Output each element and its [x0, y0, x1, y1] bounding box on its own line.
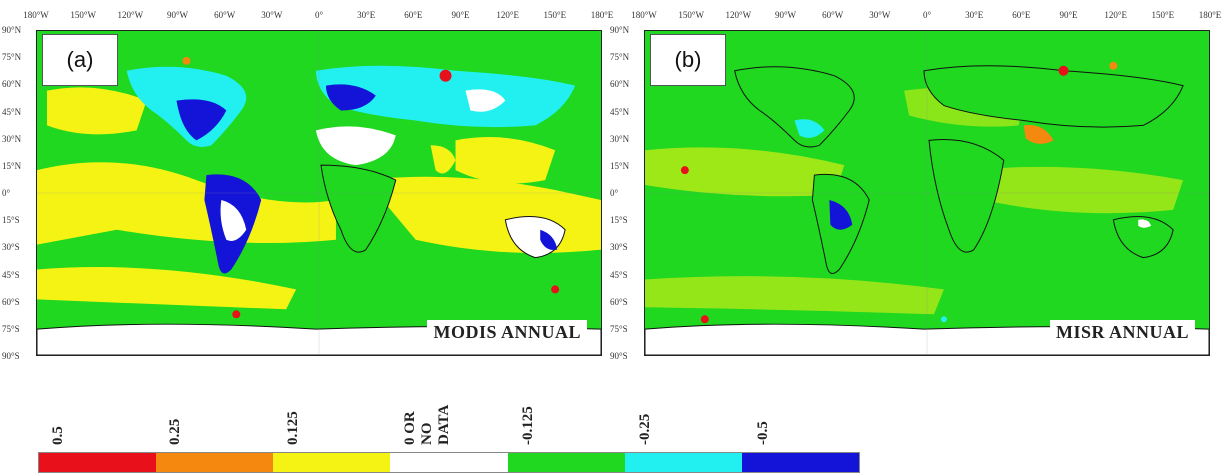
misr-map-image	[645, 31, 1209, 355]
colorbar-label: DATA	[436, 404, 453, 445]
map-title: MODIS ANNUAL	[427, 320, 587, 345]
panel-modis: 180°W 150°W 120°W 90°W 60°W 30°W 0° 30°E 60°E 90°…	[0, 10, 613, 361]
colorbar-label: -0.5	[754, 421, 771, 445]
modis-map-image	[37, 31, 601, 355]
latitude-label: 60°S	[610, 296, 628, 307]
longitude-label: 180°E	[590, 10, 614, 20]
latitude-label: 60°N	[610, 79, 630, 90]
longitude-label: 60°E	[404, 10, 423, 20]
colorbar-swatch	[624, 453, 742, 472]
longitude-label: 150°W	[70, 10, 96, 20]
longitude-label: 30°E	[357, 10, 376, 20]
latitude-label: 75°N	[610, 52, 630, 63]
colorbar-swatch	[741, 453, 859, 472]
latitude-label: 15°N	[2, 160, 22, 171]
modis-map: MODIS ANNUAL	[36, 30, 602, 356]
colorbar-label: 0.5	[50, 426, 66, 445]
latitude-label: 30°S	[2, 242, 20, 253]
longitude-label: 120°W	[725, 10, 752, 20]
longitude-label: 60°W	[822, 10, 844, 20]
longitude-label: 120°E	[1104, 10, 1127, 20]
colorbar-swatch	[156, 453, 274, 472]
colorbar-swatch	[39, 453, 157, 472]
longitude-label: 150°E	[543, 10, 567, 20]
longitude-label: 90°W	[774, 10, 797, 20]
misr-map: MISR ANNUAL	[644, 30, 1210, 356]
latitude-label: 45°N	[2, 106, 22, 117]
longitude-label: 30°W	[261, 10, 283, 20]
panel-misr: 180°W 150°W 120°W 90°W 60°W 30°W 0° 30°E 60°E 90°…	[608, 10, 1221, 361]
latitude-label: 30°S	[610, 242, 628, 253]
latitude-label: 0°	[610, 188, 619, 198]
longitude-label: 0°	[314, 10, 324, 20]
latitude-label: 90°N	[610, 25, 630, 35]
longitude-label: 180°W	[631, 10, 657, 20]
latitude-label: 90°S	[2, 351, 20, 361]
longitude-label: 150°W	[678, 10, 704, 20]
latitude-label: 30°N	[2, 133, 22, 144]
colorbar-swatch	[273, 453, 391, 472]
latitude-label: 75°N	[2, 52, 22, 63]
colorbar-label: 0.125	[284, 411, 301, 445]
latitude-label: 75°S	[2, 323, 20, 334]
colorbar-label: 0 OR	[402, 411, 419, 445]
longitude-label: 120°W	[117, 10, 144, 20]
latitude-label: 45°S	[610, 269, 628, 280]
latitude-label: 60°S	[2, 296, 20, 307]
colorbar-label: NO	[419, 422, 436, 446]
longitude-label: 180°W	[23, 10, 49, 20]
latitude-label: 90°N	[2, 25, 22, 35]
panel-label: (a)	[42, 34, 118, 86]
latitude-label: 15°S	[610, 215, 628, 226]
latitude-label: 90°S	[610, 351, 628, 361]
longitude-label: 60°E	[1012, 10, 1031, 20]
latitude-label: 60°N	[2, 79, 22, 90]
colorbar-label: 0.25	[167, 418, 184, 445]
colorbar-swatch	[390, 453, 508, 472]
longitude-label: 120°E	[496, 10, 519, 20]
latitude-label: 15°N	[610, 160, 630, 171]
longitude-label: 150°E	[1151, 10, 1175, 20]
longitude-label: 0°	[922, 10, 932, 20]
colorbar-swatch	[507, 453, 625, 472]
latitude-label: 30°N	[610, 133, 630, 144]
longitude-label: 90°E	[451, 10, 470, 20]
colorbar-label: -0.125	[519, 406, 536, 445]
longitude-label: 60°W	[214, 10, 236, 20]
longitude-label: 180°E	[1198, 10, 1222, 20]
latitude-label: 75°S	[610, 323, 628, 334]
latitude-label: 0°	[2, 188, 11, 198]
latitude-label: 15°S	[2, 215, 20, 226]
colorbar-label: -0.25	[637, 413, 654, 445]
map-title: MISR ANNUAL	[1049, 320, 1195, 345]
panel-label: (b)	[650, 34, 726, 86]
longitude-label: 90°W	[166, 10, 189, 20]
longitude-label: 90°E	[1059, 10, 1078, 20]
latitude-label: 45°N	[610, 106, 630, 117]
latitude-label: 45°S	[2, 269, 20, 280]
longitude-label: 30°E	[965, 10, 984, 20]
longitude-label: 30°W	[869, 10, 891, 20]
colorbar	[38, 452, 860, 473]
